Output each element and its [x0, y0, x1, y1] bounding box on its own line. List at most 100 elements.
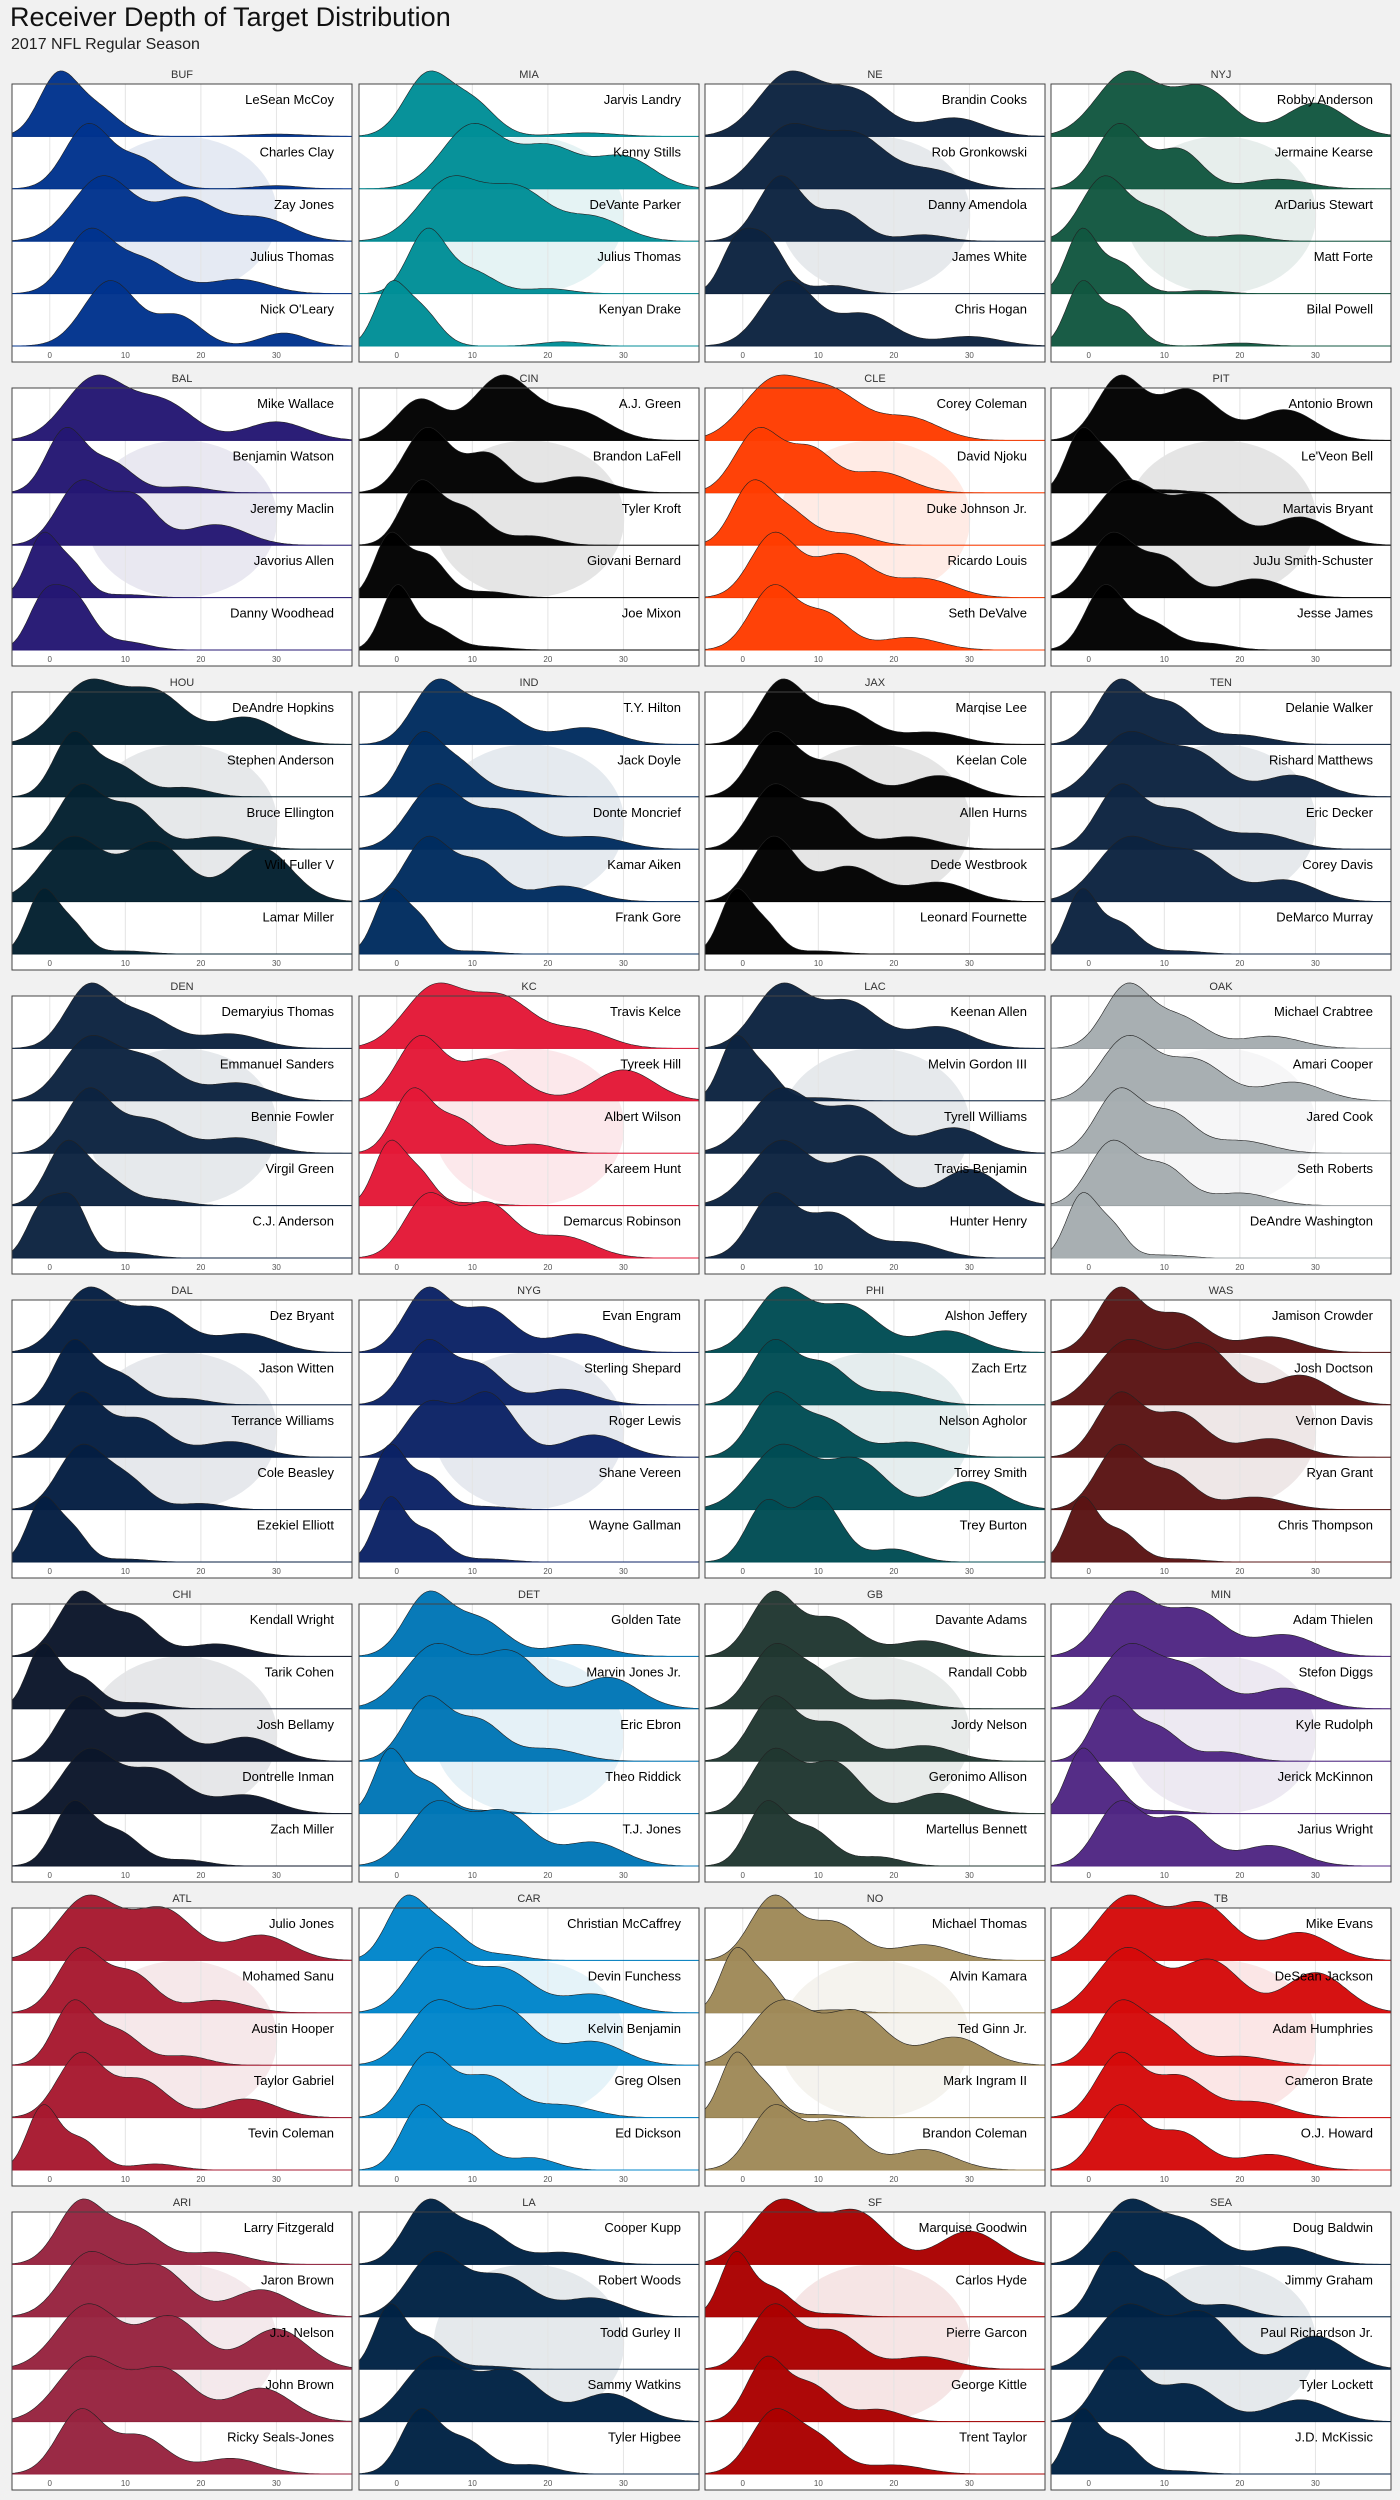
player-label: Tyrell Williams [944, 1109, 1028, 1124]
x-tick-label: 20 [1235, 1567, 1244, 1576]
player-label: Virgil Green [266, 1161, 334, 1176]
facet-strip-label: BUF [171, 69, 193, 81]
player-label: Corey Davis [1302, 857, 1373, 872]
facet-border [358, 1907, 700, 2187]
x-tick-label: 30 [965, 2175, 974, 2184]
player-label: Paul Richardson Jr. [1260, 2325, 1373, 2340]
density-ridge [11, 479, 352, 546]
player-label: Sammy Watkins [588, 2377, 682, 2392]
player-label: Evan Engram [602, 1308, 681, 1323]
density-ridge [358, 1034, 700, 1102]
density-ridge [704, 678, 1045, 745]
facet-strip-label: PIT [1212, 373, 1229, 385]
player-label: Jamison Crowder [1272, 1308, 1374, 1323]
player-label: Alvin Kamara [950, 1968, 1028, 1983]
player-label: Marvin Jones Jr. [586, 1664, 681, 1679]
x-tick-label: 30 [272, 2175, 281, 2184]
player-label: George Kittle [951, 2377, 1027, 2392]
player-label: Mike Evans [1306, 1916, 1374, 1931]
facet-border [1050, 995, 1392, 1275]
facet-strip-label: CIN [520, 373, 539, 385]
x-tick-label: 30 [1311, 1567, 1320, 1576]
x-tick-label: 30 [1311, 959, 1320, 968]
player-label: Ricardo Louis [948, 553, 1028, 568]
player-label: Mike Wallace [257, 396, 334, 411]
facet-strip-label: MIN [1211, 1589, 1231, 1601]
density-ridge [1050, 1286, 1391, 1353]
x-tick-label: 30 [965, 1567, 974, 1576]
player-label: Kenny Stills [613, 144, 681, 159]
player-label: Matt Forte [1314, 249, 1373, 264]
team-facet: LA Cooper Kupp Robert Woods Todd Gurley II S… [358, 2197, 700, 2491]
x-tick-label: 30 [1311, 1263, 1320, 1272]
player-label: Javorius Allen [254, 553, 334, 568]
player-label: Martavis Bryant [1283, 501, 1374, 516]
player-label: Pierre Garcon [946, 2325, 1027, 2340]
density-ridge [11, 1894, 353, 1961]
team-facet: GB Davante Adams Randall Cobb Jordy Nelson G… [704, 1589, 1046, 1883]
player-label: Amari Cooper [1293, 1056, 1374, 1071]
facet-border [1050, 1907, 1392, 2187]
density-ridge [704, 122, 1045, 190]
x-tick-label: 30 [272, 1871, 281, 1880]
density-ridge [11, 122, 352, 190]
player-label: Seth Roberts [1297, 1161, 1373, 1176]
density-ridge [1050, 1800, 1391, 1867]
x-tick-label: 0 [48, 2479, 53, 2488]
facet-border [11, 83, 353, 363]
x-tick-label: 0 [1087, 2175, 1092, 2184]
facet-border [11, 2211, 353, 2491]
player-label: C.J. Anderson [252, 1214, 334, 1229]
density-ridge [704, 2303, 1045, 2370]
facet-strip-label: MIA [519, 69, 539, 81]
density-ridge [11, 1034, 352, 1102]
player-label: Davante Adams [935, 1612, 1027, 1627]
x-tick-label: 10 [121, 2175, 130, 2184]
facet-strip-label: JAX [865, 677, 886, 689]
player-label: Brandon Coleman [922, 2126, 1027, 2141]
player-label: Ed Dickson [615, 2126, 681, 2141]
facet-border [358, 387, 700, 667]
facet-border [704, 995, 1046, 1275]
player-label: Dez Bryant [270, 1308, 335, 1323]
player-label: Jared Cook [1307, 1109, 1374, 1124]
density-ridge [1050, 2355, 1392, 2422]
team-facet: DEN Demaryius Thomas Emmanuel Sanders Benni… [11, 981, 353, 1275]
facet-border [1050, 1299, 1392, 1579]
player-label: Christian McCaffrey [567, 1916, 681, 1931]
player-label: Rob Gronkowski [932, 144, 1027, 159]
x-tick-label: 0 [1087, 351, 1092, 360]
facet-border [704, 83, 1046, 363]
player-label: Bennie Fowler [251, 1109, 335, 1124]
player-label: Austin Hooper [252, 2021, 335, 2036]
x-tick-label: 30 [272, 655, 281, 664]
x-tick-label: 30 [619, 351, 628, 360]
team-facet: CLE Corey Coleman David Njoku Duke Johnson … [704, 373, 1046, 667]
player-label: Dede Westbrook [930, 857, 1027, 872]
density-ridge [704, 2198, 1046, 2265]
player-label: Alshon Jeffery [945, 1308, 1028, 1323]
player-label: Trent Taylor [959, 2430, 1028, 2445]
x-tick-label: 10 [468, 2479, 477, 2488]
player-label: Jason Witten [259, 1360, 334, 1375]
facet-border [11, 995, 353, 1275]
x-tick-label: 0 [741, 2175, 746, 2184]
facet-border [704, 691, 1046, 971]
player-label: Bruce Ellington [247, 805, 334, 820]
facet-strip-label: SEA [1210, 2197, 1233, 2209]
x-tick-label: 20 [1235, 959, 1244, 968]
x-tick-label: 20 [1235, 2479, 1244, 2488]
facet-border [1050, 387, 1392, 667]
player-label: A.J. Green [619, 396, 681, 411]
facet-strip-label: DEN [170, 981, 193, 993]
player-label: Zach Ertz [971, 1360, 1027, 1375]
x-tick-label: 0 [395, 1567, 400, 1576]
x-tick-label: 20 [889, 655, 898, 664]
x-tick-label: 10 [468, 351, 477, 360]
x-tick-label: 0 [48, 351, 53, 360]
facet-strip-label: TB [1214, 1893, 1228, 1905]
player-label: Donte Moncrief [593, 805, 682, 820]
player-label: Roger Lewis [609, 1413, 682, 1428]
density-ridge [1050, 982, 1391, 1049]
